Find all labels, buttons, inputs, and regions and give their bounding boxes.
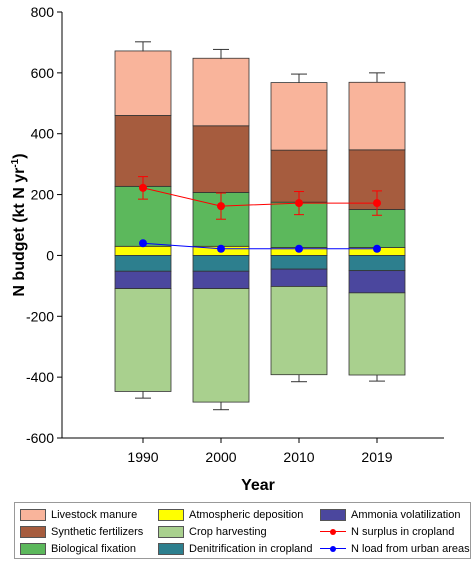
legend-item-denitrification-in-cropland: Denitrification in cropland <box>158 540 320 557</box>
legend-label-livestock-manure: Livestock manure <box>51 508 138 521</box>
legend-item-synthetic-fertilizers: Synthetic fertilizers <box>20 523 158 540</box>
error-bars-layer <box>135 41 385 411</box>
legend-label-synthetic-fertilizers: Synthetic fertilizers <box>51 525 144 538</box>
chart: -600 -400 -200 0 200 400 600 800 1990 2000 2010 201… <box>10 4 444 494</box>
bar-crop-harvesting-1990 <box>114 288 172 392</box>
legend-label-atmospheric-deposition: Atmospheric deposition <box>189 508 304 521</box>
bar-livestock-manure-2019 <box>348 81 406 151</box>
bar-synthetic-fertilizers-1990 <box>114 115 172 187</box>
legend-item-n-load-from-urban-areas: N load from urban areas <box>320 540 470 557</box>
legend-swatch-biological-fixation <box>20 542 46 555</box>
point-n-load-from-urban-areas-2010 <box>295 244 303 253</box>
point-n-surplus-in-cropland-1990 <box>139 183 147 192</box>
legend-item-biological-fixation: Biological fixation <box>20 540 158 557</box>
bar-ammonia-volatilization-2000 <box>192 270 250 289</box>
y-tick-label-600: 600 <box>31 65 55 81</box>
bars-layer <box>114 50 406 403</box>
point-n-load-from-urban-areas-1990 <box>139 239 147 248</box>
y-tick-label--400: -400 <box>26 369 54 385</box>
y-tick-label--600: -600 <box>26 430 54 446</box>
point-n-load-from-urban-areas-2000 <box>217 244 225 253</box>
line-n-load-from-urban-areas <box>142 242 377 250</box>
point-n-surplus-in-cropland-2000 <box>217 202 225 211</box>
legend: Livestock manure Atmospheric deposition Am… <box>14 502 471 559</box>
legend-item-crop-harvesting: Crop harvesting <box>158 523 320 540</box>
x-tick-label-2010: 2010 <box>283 449 314 465</box>
legend-label-crop-harvesting: Crop harvesting <box>189 525 267 538</box>
legend-item-livestock-manure: Livestock manure <box>20 506 158 523</box>
x-axis-title: Year <box>241 477 275 494</box>
legend-item-atmospheric-deposition: Atmospheric deposition <box>158 506 320 523</box>
bar-ammonia-volatilization-2010 <box>270 268 328 287</box>
bar-crop-harvesting-2019 <box>348 292 406 376</box>
legend-swatch-synthetic-fertilizers <box>20 525 46 538</box>
legend-label-biological-fixation: Biological fixation <box>51 542 136 555</box>
legend-label-ammonia-volatilization: Ammonia volatilization <box>351 508 461 521</box>
point-n-surplus-in-cropland-2019 <box>373 199 381 208</box>
legend-swatch-n-load-from-urban-areas <box>320 544 346 554</box>
x-tick-label-2019: 2019 <box>361 449 392 465</box>
legend-swatch-denitrification-in-cropland <box>158 542 184 555</box>
y-tick-label-0: 0 <box>46 247 54 263</box>
bar-ammonia-volatilization-1990 <box>114 270 172 289</box>
legend-swatch-livestock-manure <box>20 508 46 521</box>
line-n-surplus-in-cropland <box>142 187 377 207</box>
bar-denitrification-in-cropland-2019 <box>348 255 406 272</box>
axes-layer: -600 -400 -200 0 200 400 600 800 1990 2000 2010 201… <box>26 4 444 465</box>
y-tick-label-400: 400 <box>31 126 55 142</box>
bar-denitrification-in-cropland-2010 <box>270 255 328 270</box>
legend-label-denitrification-in-cropland: Denitrification in cropland <box>189 542 313 555</box>
bar-livestock-manure-1990 <box>114 50 172 116</box>
bar-crop-harvesting-2000 <box>192 288 250 403</box>
bar-denitrification-in-cropland-1990 <box>114 255 172 272</box>
legend-label-n-surplus-in-cropland: N surplus in cropland <box>351 525 455 538</box>
y-tick-label--200: -200 <box>26 308 54 324</box>
y-tick-label-200: 200 <box>31 187 55 203</box>
y-axis-title-main: N budget (kt N yr <box>11 168 28 297</box>
bar-ammonia-volatilization-2019 <box>348 270 406 294</box>
legend-swatch-crop-harvesting <box>158 525 184 538</box>
legend-swatch-ammonia-volatilization <box>320 508 346 521</box>
bar-synthetic-fertilizers-2000 <box>192 125 250 193</box>
y-tick-label-800: 800 <box>31 4 55 20</box>
bar-livestock-manure-2000 <box>192 57 250 127</box>
legend-item-ammonia-volatilization: Ammonia volatilization <box>320 506 470 523</box>
x-tick-label-1990: 1990 <box>127 449 158 465</box>
legend-item-n-surplus-in-cropland: N surplus in cropland <box>320 523 470 540</box>
point-n-surplus-in-cropland-2010 <box>295 199 303 208</box>
lines-layer <box>138 176 382 253</box>
bar-denitrification-in-cropland-2000 <box>192 255 250 272</box>
legend-swatch-n-surplus-in-cropland <box>320 527 346 537</box>
legend-swatch-atmospheric-deposition <box>158 508 184 521</box>
y-axis-title: N budget (kt N yr-1) <box>10 153 28 296</box>
legend-label-n-load-from-urban-areas: N load from urban areas <box>351 542 470 555</box>
x-tick-label-2000: 2000 <box>205 449 236 465</box>
point-n-load-from-urban-areas-2019 <box>373 244 381 253</box>
y-axis-title-sup: -1 <box>10 158 21 167</box>
y-axis-title-tail: ) <box>11 153 28 158</box>
bar-crop-harvesting-2010 <box>270 286 328 376</box>
bar-livestock-manure-2010 <box>270 82 328 151</box>
bar-atmospheric-deposition-1990 <box>114 245 172 256</box>
